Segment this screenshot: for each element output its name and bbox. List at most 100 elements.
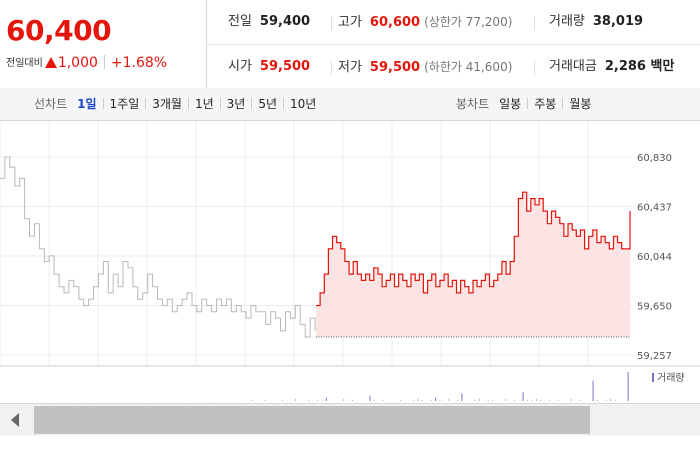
stat-value: 59,400 bbox=[259, 14, 311, 29]
stat-open: 시가 59,500 bbox=[228, 45, 310, 89]
volume-bar bbox=[592, 380, 594, 401]
volume-bar bbox=[492, 399, 493, 401]
volume-bar bbox=[439, 399, 441, 401]
volume-bar bbox=[610, 398, 612, 401]
divider bbox=[219, 98, 221, 109]
volume-bar bbox=[605, 399, 607, 401]
price-chart[interactable]: 60,830 60,437 60,044 59,650 59,257 거래량 bbox=[0, 121, 700, 401]
stats-row-1: 전일 59,400 고가 60,600 (상한가 77,200) 거래량 38,019 bbox=[206, 0, 700, 44]
volume-bar bbox=[308, 399, 310, 401]
volume-bar bbox=[343, 398, 345, 401]
tab-3month[interactable]: 3개월 bbox=[152, 97, 182, 111]
divider bbox=[534, 61, 535, 75]
volume-bar bbox=[540, 399, 542, 401]
stat-prev-close: 전일 59,400 bbox=[228, 0, 310, 44]
change-row: 전일대비 1,000 +1.68% bbox=[6, 54, 167, 71]
candle-chart-title: 봉차트 bbox=[456, 97, 490, 111]
stat-amount: 거래대금 2,286 백만 bbox=[549, 45, 674, 89]
tab-daily[interactable]: 일봉 bbox=[499, 97, 522, 111]
volume-bar bbox=[570, 398, 572, 401]
stat-value: 2,286 백만 bbox=[604, 59, 675, 74]
stats-row-2: 시가 59,500 저가 59,500 (하한가 41,600) 거래대금 2,286 … bbox=[206, 44, 700, 88]
stat-high: 고가 60,600 (상한가 77,200) bbox=[338, 0, 512, 44]
stats-panel: 전일 59,400 고가 60,600 (상한가 77,200) 거래량 38,019 … bbox=[206, 0, 700, 88]
upper-limit: (상한가 77,200) bbox=[424, 15, 513, 29]
tab-1day[interactable]: 1일 bbox=[77, 97, 97, 111]
volume-bar bbox=[597, 399, 598, 401]
price-box: 60,400 전일대비 1,000 +1.68% bbox=[0, 0, 207, 88]
volume-bar bbox=[513, 399, 515, 401]
volume-bar bbox=[531, 399, 533, 401]
stat-label: 거래량 bbox=[549, 14, 585, 29]
volume-bar bbox=[448, 398, 450, 401]
volume-bar bbox=[548, 399, 550, 401]
volume-bar bbox=[430, 399, 432, 401]
scroll-thumb[interactable] bbox=[34, 406, 590, 434]
volume-bar bbox=[478, 398, 480, 401]
tab-10year[interactable]: 10년 bbox=[290, 97, 317, 111]
tab-monthly[interactable]: 월봉 bbox=[569, 97, 592, 111]
volume-bar bbox=[457, 399, 458, 401]
volume-bar bbox=[527, 399, 528, 401]
stat-label: 전일 bbox=[228, 14, 252, 29]
y-tick-label: 59,650 bbox=[637, 302, 672, 313]
volume-bar bbox=[295, 398, 297, 401]
volume-bar bbox=[505, 398, 507, 401]
volume-legend-swatch bbox=[652, 373, 654, 382]
divider bbox=[527, 98, 529, 109]
change-label: 전일대비 bbox=[6, 58, 43, 69]
volume-bar bbox=[382, 399, 384, 401]
tab-1year[interactable]: 1년 bbox=[194, 97, 214, 111]
divider bbox=[187, 98, 189, 109]
line-chart-title: 선차트 bbox=[34, 97, 68, 111]
tab-5year[interactable]: 5년 bbox=[258, 97, 278, 111]
today-price-line bbox=[316, 191, 631, 307]
stat-value: 59,500 bbox=[369, 60, 421, 75]
volume-bar bbox=[251, 399, 253, 401]
current-price: 60,400 bbox=[6, 14, 112, 47]
divider bbox=[251, 98, 253, 109]
volume-bar bbox=[422, 399, 423, 401]
volume-legend-label: 거래량 bbox=[657, 372, 685, 384]
stock-summary: 60,400 전일대비 1,000 +1.68% 전일 59,400 고가 60,600… bbox=[0, 0, 700, 89]
volume-bar bbox=[282, 399, 283, 401]
volume-bar bbox=[400, 399, 402, 401]
stat-value: 59,500 bbox=[259, 59, 311, 74]
candle-chart-tabs: 봉차트 일봉 주봉 월봉 bbox=[456, 88, 591, 120]
divider bbox=[534, 16, 535, 30]
y-tick-label: 60,830 bbox=[637, 153, 672, 164]
divider bbox=[103, 55, 105, 69]
stat-volume: 거래량 38,019 bbox=[549, 0, 643, 44]
divider bbox=[283, 98, 285, 109]
volume-bar bbox=[369, 395, 371, 401]
volume-bar bbox=[325, 397, 327, 401]
tab-weekly[interactable]: 주봉 bbox=[534, 97, 557, 111]
today-fill-area bbox=[316, 192, 630, 337]
change-percent: +1.68% bbox=[110, 55, 168, 71]
volume-bars bbox=[2, 372, 629, 401]
tab-1week[interactable]: 1주일 bbox=[109, 97, 140, 111]
arrow-left-icon bbox=[11, 413, 19, 427]
line-chart-tabs: 선차트 1일 1주일 3개월 1년 3년 5년 10년 bbox=[34, 88, 316, 120]
stat-label: 거래대금 bbox=[549, 59, 597, 74]
volume-legend: 거래량 bbox=[652, 372, 685, 384]
scroll-left-button[interactable] bbox=[0, 404, 32, 436]
stat-low: 저가 59,500 (하한가 41,600) bbox=[338, 45, 512, 89]
stat-label: 저가 bbox=[338, 60, 362, 75]
divider bbox=[331, 61, 332, 75]
volume-bar bbox=[614, 399, 616, 401]
y-tick-label: 60,044 bbox=[637, 252, 672, 263]
chart-scrollbar[interactable] bbox=[0, 403, 700, 436]
chart-series bbox=[0, 156, 631, 338]
volume-bar bbox=[461, 393, 463, 401]
volume-bar bbox=[413, 399, 415, 401]
volume-bar bbox=[535, 398, 537, 401]
volume-bar bbox=[487, 399, 489, 401]
volume-bar bbox=[435, 397, 437, 401]
volume-bar bbox=[557, 399, 559, 401]
volume-bar bbox=[522, 392, 524, 401]
divider bbox=[145, 98, 147, 109]
divider bbox=[331, 16, 332, 30]
volume-bar bbox=[474, 399, 476, 401]
tab-3year[interactable]: 3년 bbox=[226, 97, 246, 111]
